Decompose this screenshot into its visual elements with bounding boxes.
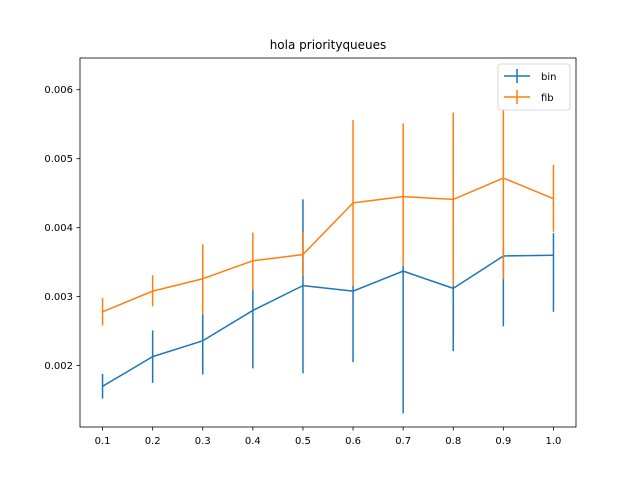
series-bin <box>101 199 555 414</box>
x-tick-label: 0.3 <box>195 436 211 447</box>
x-tick-label: 0.5 <box>295 436 311 447</box>
x-tick-label: 0.2 <box>145 436 161 447</box>
y-tick-label: 0.003 <box>44 292 73 303</box>
legend-box <box>497 63 571 111</box>
series-line-fib <box>102 177 554 313</box>
x-tick-label: 0.6 <box>345 436 361 447</box>
y-tick-label: 0.005 <box>44 154 73 165</box>
legend-item-fib: fib <box>504 90 554 104</box>
x-tick-label: 1.0 <box>546 436 562 447</box>
x-tick-label: 0.4 <box>245 436 261 447</box>
series-line-bin <box>102 254 554 387</box>
series-layer <box>101 110 555 414</box>
y-tick-label: 0.002 <box>44 361 73 372</box>
x-tick-label: 0.7 <box>395 436 411 447</box>
series-fib <box>101 110 555 326</box>
x-tick-label: 0.9 <box>495 436 511 447</box>
plot-area: 0.1 0.2 0.3 0.4 0.5 0.6 0.7 0.8 0.9 1.0 0.0020.00… <box>44 57 577 447</box>
legend-label-fib: fib <box>541 93 554 104</box>
legend-label-bin: bin <box>541 72 556 83</box>
y-tick-label: 0.004 <box>44 223 73 234</box>
y-axis: 0.002 0.003 0.004 0.005 0.006 <box>44 85 80 372</box>
y-tick-label: 0.006 <box>44 85 73 96</box>
x-axis: 0.1 0.2 0.3 0.4 0.5 0.6 0.7 0.8 0.9 1.0 <box>95 427 562 447</box>
x-tick-label: 0.8 <box>445 436 461 447</box>
chart-title: hola priorityqueues <box>270 38 387 52</box>
legend: bin fib <box>497 63 571 111</box>
axes-frame <box>79 57 577 428</box>
legend-item-bin: bin <box>504 69 556 83</box>
x-tick-label: 0.1 <box>95 436 111 447</box>
